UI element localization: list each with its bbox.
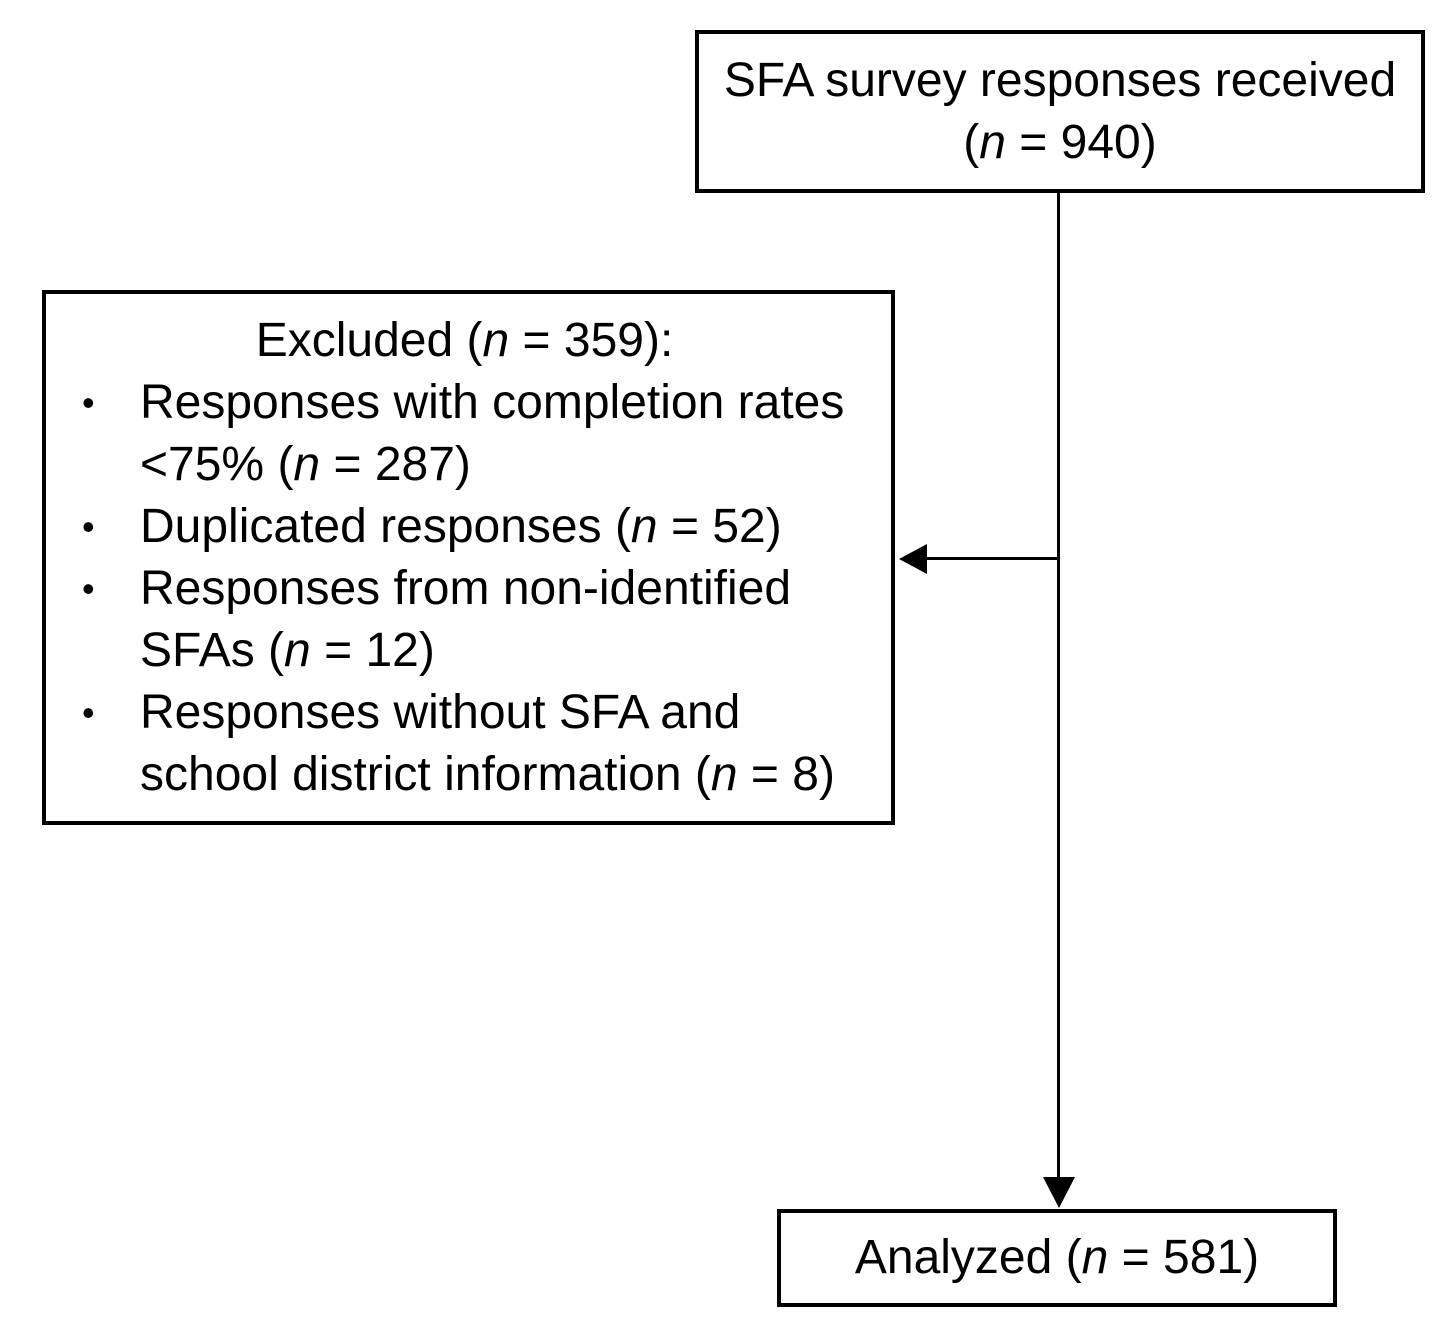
excluded-item-no-district-info: • Responses without SFA and school distri…: [82, 682, 883, 806]
italic-n: n: [979, 115, 1006, 169]
excluded-item-non-identified: • Responses from non-identified SFAs (n =…: [82, 558, 883, 682]
bullet-icon: •: [82, 692, 95, 733]
analyzed-label: Analyzed (n = 581): [854, 1231, 1260, 1284]
received-box-count: (n = 940): [963, 115, 1157, 169]
excluded-box: Excluded (n = 359): • Responses with comp…: [42, 290, 895, 825]
arrowhead-down-icon: [1043, 1177, 1075, 1208]
excluded-item-text: Responses from non-identified SFAs (n = …: [140, 562, 792, 677]
italic-n: n: [1081, 1231, 1109, 1284]
italic-n: n: [482, 314, 510, 367]
received-box: SFA survey responses received (n = 940): [695, 30, 1425, 193]
italic-n: n: [710, 748, 738, 801]
excluded-item-text: Duplicated responses (n = 52): [140, 500, 782, 553]
bullet-icon: •: [82, 568, 95, 609]
connector-horizontal-line: [921, 557, 1058, 560]
bullet-icon: •: [82, 382, 95, 423]
italic-n: n: [284, 624, 311, 677]
analyzed-box: Analyzed (n = 581): [777, 1209, 1337, 1307]
excluded-item-completion-rate: • Responses with completion rates <75% (n…: [82, 372, 883, 496]
italic-n: n: [293, 438, 321, 491]
excluded-list: • Responses with completion rates <75% (n…: [46, 372, 883, 806]
received-box-line1: SFA survey responses received: [723, 53, 1397, 107]
connector-vertical-line: [1057, 193, 1060, 1179]
excluded-item-text: Responses without SFA and school distric…: [140, 686, 835, 801]
excluded-title: Excluded (n = 359):: [255, 314, 674, 367]
excluded-item-text: Responses with completion rates <75% (n …: [140, 376, 845, 491]
excluded-item-duplicated: • Duplicated responses (n = 52): [82, 496, 883, 558]
italic-n: n: [630, 500, 658, 553]
bullet-icon: •: [82, 506, 95, 547]
arrowhead-left-icon: [899, 544, 927, 574]
